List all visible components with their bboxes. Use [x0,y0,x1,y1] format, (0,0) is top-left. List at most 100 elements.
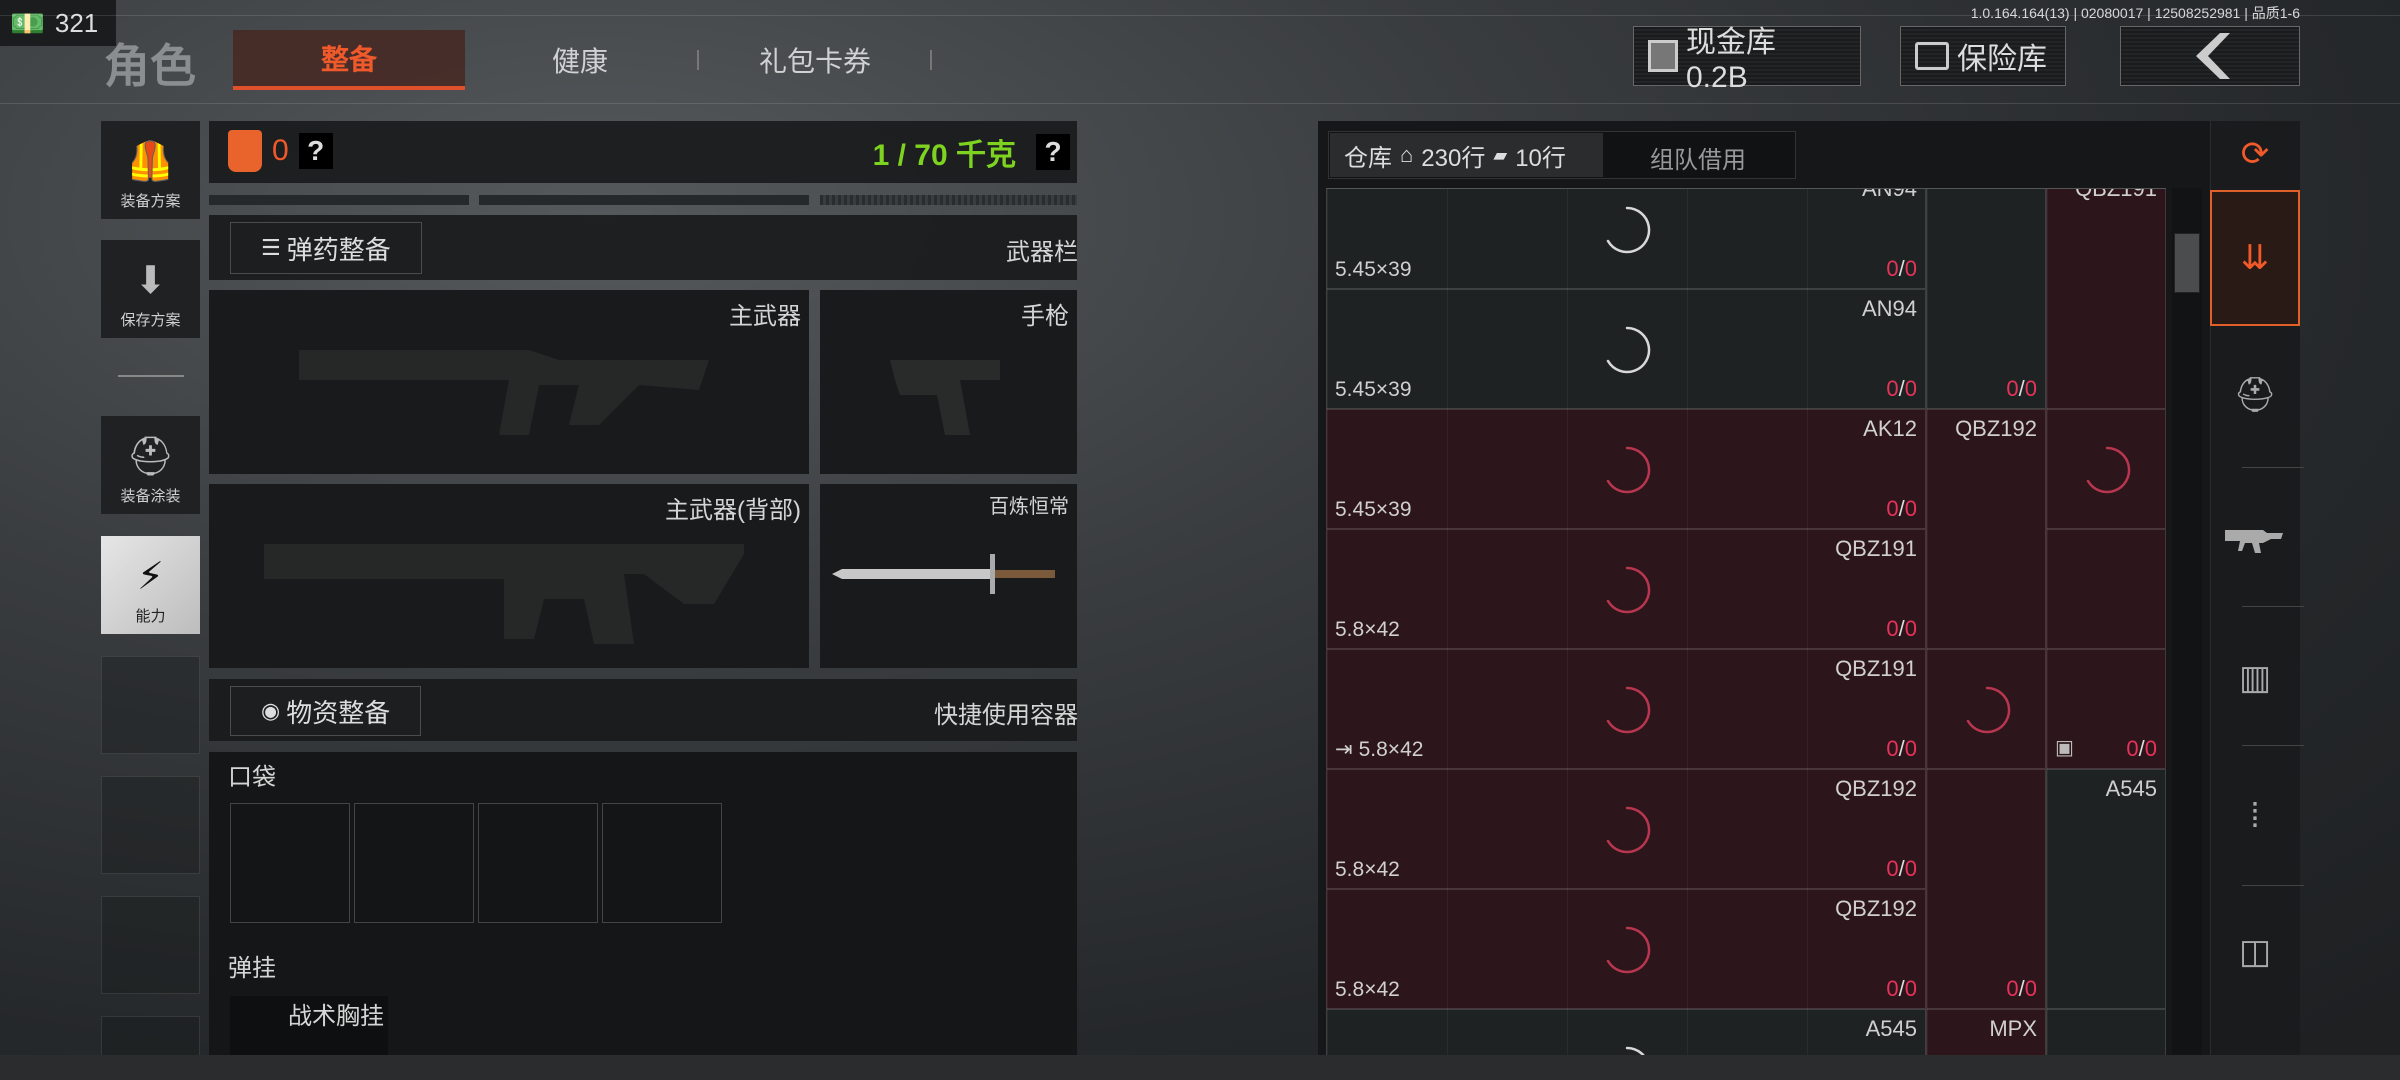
tab-loadout[interactable]: 整备 [233,30,465,90]
magazine-icon[interactable]: ▥ [2238,659,2272,697]
helmet-armor-icon[interactable]: ⛑ [2233,376,2277,414]
category-divider [2242,885,2304,886]
item-name: QBZ191 [1835,536,1917,561]
loading-spinner-icon [1606,806,1651,854]
bottom-bar [0,1055,2400,1080]
armor-help-button[interactable]: ? [298,133,333,169]
count-current: 0 [1886,976,1899,1001]
count-separator: / [2018,376,2025,401]
home-icon: ⌂ [1400,142,1414,167]
back-button[interactable] [2120,26,2300,86]
tab-gift-coupons[interactable]: 礼包卡券 [758,46,871,77]
primary-back-weapon-slot[interactable]: 主武器(背部) [209,484,809,668]
warehouse-item[interactable]: QBZ191 [2046,188,2166,409]
tab-team-borrow[interactable]: 组队借用 [1650,147,1746,174]
item-count: 0/0 [1886,256,1917,282]
item-count: 0/0 [1886,736,1917,762]
item-name: QBZ192 [1835,776,1917,801]
count-max: 0 [2144,736,2157,761]
count-separator: / [2018,976,2025,1001]
count-current: 0 [2006,376,2019,401]
warehouse-item[interactable]: AN94 5.45×39 0/0 [1326,189,1926,289]
item-name: AK12 [1863,416,1917,441]
warehouse-item[interactable]: 0/0 [1926,769,2046,1009]
tab-health[interactable]: 健康 [551,46,608,77]
item-caliber: 5.8×42 [1335,858,1400,882]
slot-label: 主武器(背部) [665,497,801,524]
weight-help-button[interactable]: ? [1036,134,1070,170]
tab-separator [930,50,932,70]
warehouse-item[interactable]: QBZ192 5.8×42 0/0 [1326,889,1926,1009]
pocket-slot[interactable] [230,803,350,923]
warehouse-item[interactable] [2046,409,2166,529]
slot-label: 百炼恒常 [989,496,1069,518]
warehouse-item[interactable] [1926,649,2046,769]
warehouse-item[interactable]: AN94 5.45×39 0/0 [1326,289,1926,409]
scrollbar-thumb[interactable] [2174,233,2200,293]
warehouse-item[interactable]: QBZ192 5.8×42 0/0 [1326,769,1926,889]
warehouse-item[interactable]: A545 [2046,769,2166,1009]
category-divider [2242,606,2304,607]
weapon-bar-label: 武器栏 [1006,239,1078,266]
count-current: 0 [1886,376,1899,401]
sidebar-empty-slot [101,776,200,874]
red-dot-sight-icon[interactable]: ◫ [2238,933,2272,971]
page-title: 角色 [104,40,196,92]
rifle-icon[interactable] [2210,505,2300,575]
stack-refresh-icon[interactable]: ⟳ [2240,135,2270,173]
loading-spinner-icon [1606,326,1651,374]
pistol-slot[interactable]: 手枪 [820,290,1077,474]
sidebar-empty-slot [101,896,200,994]
caliber-text: 5.45×39 [1335,258,1412,281]
warehouse-item[interactable]: QBZ191 ⇥ 5.8×42 0/0 [1326,649,1926,769]
pocket-slot[interactable] [478,803,598,923]
melee-slot[interactable]: 百炼恒常 [820,484,1077,668]
warehouse-item[interactable] [2046,1009,2166,1055]
item-caliber: 5.8×42 [1335,978,1400,1002]
item-caliber: 5.45×39 [1335,498,1412,522]
primary-weapon-slot[interactable]: 主武器 [209,290,809,474]
armor-value: 0 [272,134,289,167]
count-max: 0 [1904,856,1917,881]
sidebar-item-loadout-plan[interactable]: 🦺 装备方案 [101,121,200,219]
download-arrow-icon: ⬇ [134,260,167,302]
warehouse-item[interactable]: ▣ 0/0 [2046,649,2166,769]
quick-container-label: 快捷使用容器 [934,702,1078,729]
chest-rig-slot[interactable]: 战术胸挂 [230,996,388,1056]
sidebar-item-skins[interactable]: ⛑ 装备涂装 [101,416,200,514]
safe-icon [1915,42,1949,70]
safe-button[interactable]: 保险库 [1900,26,2066,86]
cash-vault-button[interactable]: 现金库 0.2B [1633,26,1861,94]
sidebar-item-ability[interactable]: ⚡ 能力 [101,536,200,634]
stack-download-icon[interactable]: ⇊ [2210,190,2300,326]
warehouse-item[interactable]: A545 [1326,1009,1926,1055]
item-name: QBZ191 [2075,188,2157,201]
sidebar-item-label: 能力 [135,608,166,625]
item-caliber: 5.45×39 [1335,258,1412,282]
supply-loadout-button[interactable]: ◉ 物资整备 [230,686,422,736]
sidebar-empty-slot [101,1016,200,1056]
ammo-icon[interactable]: ⁞ [2250,796,2260,835]
warehouse-item[interactable]: QBZ191 5.8×42 0/0 [1326,529,1926,649]
ammo-loadout-button[interactable]: ☰ 弹药整备 [230,222,422,274]
count-current: 0 [1886,256,1899,281]
item-count: 0/0 [2006,376,2037,402]
warehouse-item[interactable]: MPX [1926,1009,2046,1055]
currency-value: 321 [54,7,99,38]
warehouse-item[interactable]: AK12 5.45×39 0/0 [1326,409,1926,529]
warehouse-item[interactable]: 0/0 [1926,189,2046,409]
warehouse-item[interactable] [2046,529,2166,649]
warehouse-item[interactable]: QBZ192 [1926,409,2046,649]
pocket-slot[interactable] [354,803,474,923]
count-separator: / [1898,376,1905,401]
pockets-label: 口袋 [228,764,276,791]
tab-warehouse[interactable]: 仓库 ⌂ 230行 ▰ 10行 [1330,133,1603,177]
rig-label: 弹挂 [228,955,276,982]
pocket-slot[interactable] [602,803,722,923]
sidebar-item-label: 装备涂装 [120,488,181,505]
scrollbar[interactable] [2172,188,2202,1055]
count-max: 0 [2024,976,2037,1001]
count-max: 0 [1904,616,1917,641]
loading-spinner-icon [1606,206,1651,254]
sidebar-item-save-plan[interactable]: ⬇ 保存方案 [101,240,200,338]
